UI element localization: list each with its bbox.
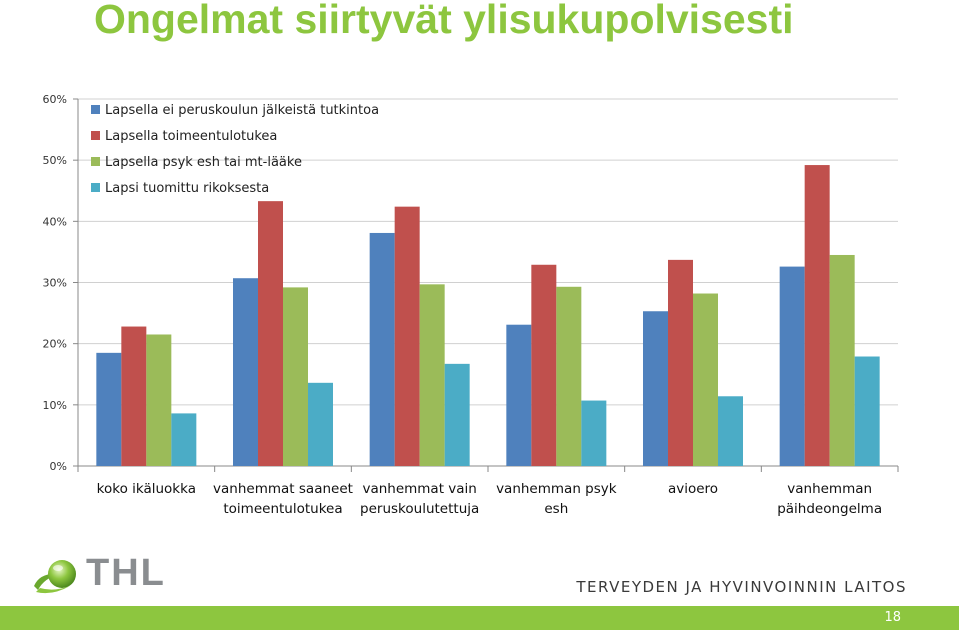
leaf-drop-icon — [34, 560, 76, 594]
bar — [394, 206, 420, 467]
y-tick-label: 60% — [43, 93, 67, 106]
x-category-label: päihdeongelma — [777, 501, 882, 517]
bar — [718, 396, 743, 466]
y-tick-label: 20% — [43, 338, 67, 351]
legend-swatch — [91, 131, 100, 140]
organization-name: TERVEYDEN JA HYVINVOINNIN LAITOS — [576, 578, 907, 596]
legend-swatch — [91, 105, 100, 114]
x-category-label: vanhemmat vain — [362, 481, 476, 497]
bar — [804, 165, 830, 466]
y-tick-label: 40% — [43, 215, 67, 228]
legend-swatch — [91, 157, 100, 166]
legend-label: Lapsella toimeentulotukea — [105, 129, 277, 144]
logo-text: THL — [86, 552, 166, 594]
page-number: 18 — [884, 610, 901, 625]
bar — [419, 284, 445, 466]
bar — [171, 413, 197, 466]
x-category-label: peruskoulutettuja — [360, 501, 479, 517]
slide-title: Ongelmat siirtyvät ylisukupolvisesti — [94, 0, 794, 42]
y-tick-label: 0% — [50, 460, 67, 473]
bar — [829, 254, 855, 466]
x-category-label: esh — [544, 501, 568, 517]
bar — [581, 400, 607, 466]
bar — [121, 326, 147, 466]
bar — [369, 232, 395, 466]
legend-label: Lapsella ei peruskoulun jälkeistä tutkin… — [105, 103, 379, 118]
bar — [96, 352, 122, 466]
bar — [531, 264, 557, 466]
bar — [854, 356, 880, 466]
y-tick-label: 50% — [43, 154, 67, 167]
x-category-label: vanhemmat saaneet — [213, 481, 353, 497]
bar — [556, 286, 582, 466]
legend-label: Lapsella psyk esh tai mt-lääke — [105, 155, 302, 170]
bar — [233, 278, 258, 466]
bar — [283, 287, 308, 466]
x-category-label: toimeentulotukea — [223, 501, 342, 517]
footer-bar: 18 — [0, 606, 959, 630]
bar — [444, 363, 470, 466]
bar — [668, 259, 693, 466]
y-tick-label: 10% — [43, 399, 67, 412]
x-category-label: vanhemman — [787, 481, 872, 497]
legend-label: Lapsi tuomittu rikoksesta — [105, 181, 269, 196]
bar — [146, 334, 172, 466]
x-category-label: koko ikäluokka — [97, 481, 196, 497]
bar-chart: 0% 10% 20% 30% 40% 50% 60% koko ikäluokka vanhem… — [43, 93, 899, 517]
thl-logo: THL — [30, 552, 170, 598]
legend-swatch — [91, 183, 100, 192]
bar — [506, 324, 532, 466]
bar — [308, 382, 333, 466]
x-category-label: avioero — [668, 481, 718, 497]
bar — [258, 201, 283, 467]
y-tick-label: 30% — [43, 277, 67, 290]
x-category-label: vanhemman psyk — [496, 481, 617, 497]
bar — [643, 311, 668, 466]
bar — [693, 293, 718, 466]
bar — [779, 266, 805, 466]
